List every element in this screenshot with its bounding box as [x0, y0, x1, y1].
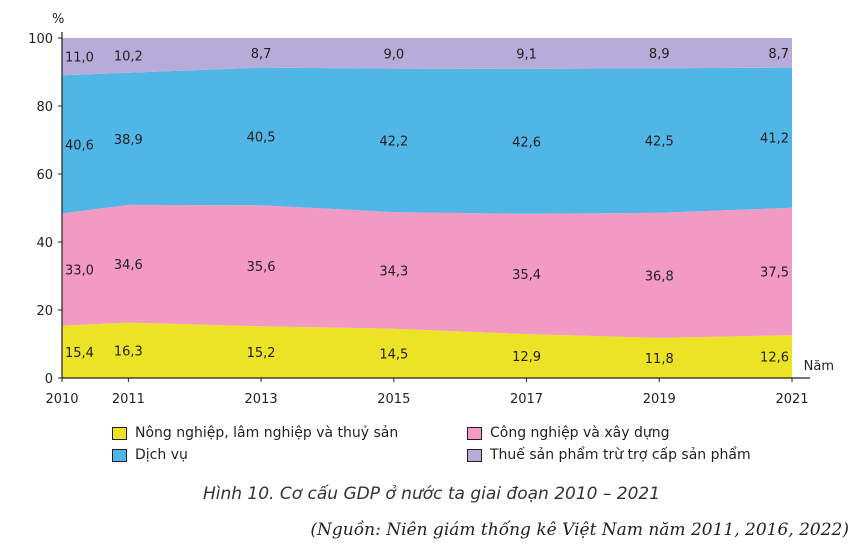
data-label: 42,5: [645, 135, 674, 150]
x-tick-label: 2015: [377, 392, 410, 407]
area-series-0: [62, 322, 792, 378]
source-note: (Nguồn: Niên giám thống kê Việt Nam năm …: [310, 520, 849, 540]
y-tick-label: 80: [36, 100, 53, 115]
area-series-3: [62, 38, 792, 76]
area-series-2: [62, 67, 792, 214]
data-label: 9,1: [516, 47, 537, 62]
y-tick-label: 100: [28, 32, 53, 47]
data-label: 8,9: [649, 47, 670, 62]
legend-label: Công nghiệp và xây dựng: [490, 425, 670, 441]
axes: 0 20 40 60 80 100% 2010 2011 2013 2015 2017 2019 202…: [28, 12, 834, 407]
data-label: 35,4: [512, 268, 541, 283]
x-tick-label: 2010: [45, 392, 78, 407]
legend-label: Thuế sản phẩm trừ trợ cấp sản phẩm: [490, 447, 751, 463]
x-tick-label: 2011: [112, 392, 145, 407]
data-label: 14,5: [379, 347, 408, 362]
legend-item-industry: Công nghiệp và xây dựng: [467, 422, 751, 444]
data-label: 42,2: [379, 134, 408, 149]
y-tick-label: 60: [36, 168, 53, 183]
x-tick-label: 2021: [775, 392, 808, 407]
data-label: 11,0: [65, 51, 94, 66]
legend-swatch: [467, 448, 482, 462]
data-label: 42,6: [512, 135, 541, 150]
data-label: 11,8: [645, 352, 674, 367]
legend-label: Dịch vụ: [135, 447, 188, 463]
area-layers: [62, 38, 792, 378]
data-label: 40,6: [65, 138, 94, 153]
data-label: 10,2: [114, 49, 143, 64]
data-label: 8,7: [768, 47, 789, 62]
x-axis-label: Năm: [804, 359, 834, 374]
data-label: 15,2: [247, 346, 276, 361]
y-tick-label: 20: [36, 304, 53, 319]
y-unit-label: %: [52, 12, 64, 27]
y-tick-label: 0: [45, 372, 53, 387]
data-label: 8,7: [251, 47, 272, 62]
legend-swatch: [112, 448, 127, 462]
x-tick-label: 2017: [510, 392, 543, 407]
gdp-structure-chart: 15,4 16,3 15,2 14,5 12,9 11,8 12,6 33,0 34,6 35,6…: [28, 12, 834, 407]
data-label: 12,9: [512, 350, 541, 365]
data-label: 15,4: [65, 346, 94, 361]
legend-swatch: [467, 426, 482, 440]
area-series-1: [62, 204, 792, 338]
data-label: 41,2: [760, 132, 789, 147]
legend-item-taxes: Thuế sản phẩm trừ trợ cấp sản phẩm: [467, 444, 751, 466]
data-label: 12,6: [760, 351, 789, 366]
data-labels: 15,4 16,3 15,2 14,5 12,9 11,8 12,6 33,0 34,6 35,6…: [65, 47, 789, 367]
data-label: 34,6: [114, 258, 143, 273]
x-tick-label: 2019: [643, 392, 676, 407]
data-label: 38,9: [114, 133, 143, 148]
data-label: 35,6: [247, 260, 276, 275]
legend-swatch: [112, 426, 127, 440]
legend-label: Nông nghiệp, lâm nghiệp và thuỷ sản: [135, 425, 399, 441]
data-label: 40,5: [247, 130, 276, 145]
legend-item-services: Dịch vụ: [112, 444, 467, 466]
data-label: 9,0: [383, 47, 404, 62]
data-label: 33,0: [65, 264, 94, 279]
figure-caption: Hình 10. Cơ cấu GDP ở nước ta giai đoạn …: [202, 484, 661, 504]
x-tick-label: 2013: [245, 392, 278, 407]
y-tick-label: 40: [36, 236, 53, 251]
legend: Nông nghiệp, lâm nghiệp và thuỷ sản Dịch…: [112, 422, 812, 466]
data-label: 34,3: [379, 264, 408, 279]
data-label: 36,8: [645, 269, 674, 284]
data-label: 37,5: [760, 265, 789, 280]
legend-item-agriculture: Nông nghiệp, lâm nghiệp và thuỷ sản: [112, 422, 467, 444]
data-label: 16,3: [114, 344, 143, 359]
